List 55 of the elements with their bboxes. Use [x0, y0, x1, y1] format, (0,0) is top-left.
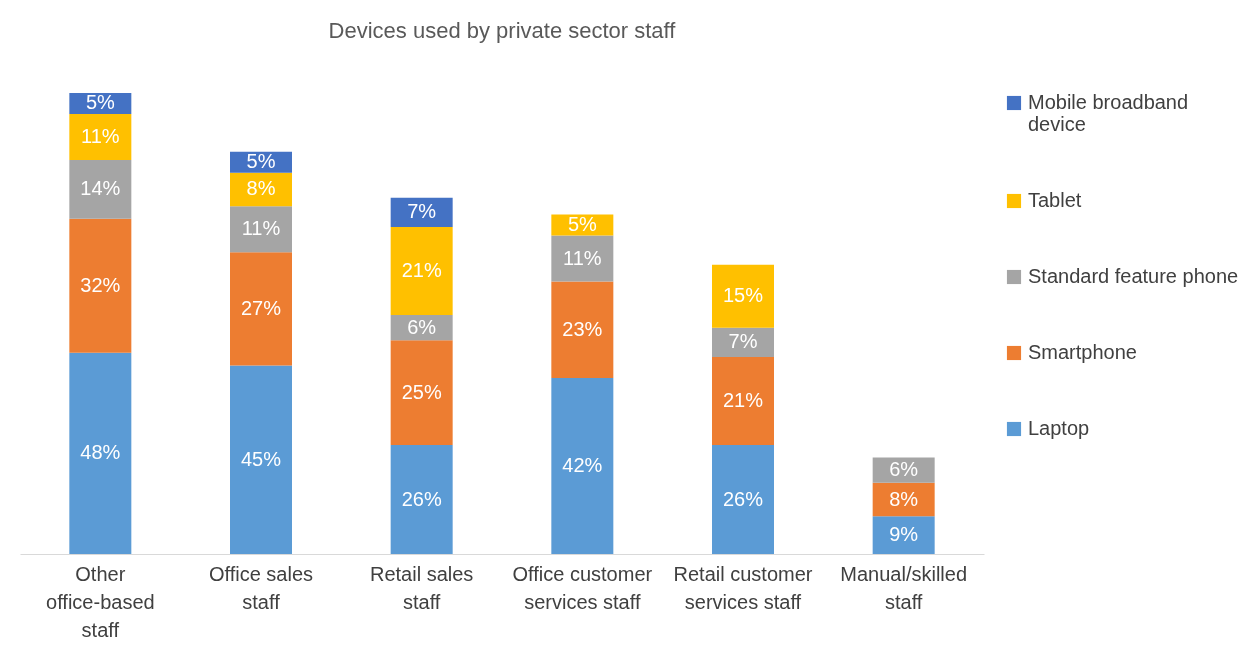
- data-label: 7%: [728, 330, 758, 353]
- data-label: 21%: [401, 259, 442, 282]
- data-label: 23%: [562, 317, 603, 340]
- bar: [390, 227, 453, 316]
- bar: [551, 377, 614, 554]
- x-tick-label: Manual/skilled staff: [840, 562, 968, 613]
- bar: [712, 445, 774, 554]
- x-tick-label: Other office-based staff: [46, 562, 155, 641]
- data-label: 26%: [401, 487, 442, 510]
- x-tick-label: Retail sales staff: [369, 562, 474, 613]
- data-label: 25%: [401, 380, 442, 403]
- bar: [551, 281, 614, 378]
- data-label: 26%: [722, 487, 764, 510]
- chart-title: Devices used by private sector staff: [328, 18, 677, 43]
- data-label: 5%: [85, 91, 115, 114]
- legend-label: Standard feature phone: [1028, 265, 1239, 287]
- bar: [69, 113, 132, 161]
- data-label: 8%: [246, 177, 276, 200]
- data-label: 5%: [246, 150, 276, 173]
- data-label: 6%: [889, 458, 919, 481]
- bar: [230, 252, 292, 366]
- bar: [230, 365, 292, 554]
- bar: [69, 352, 132, 554]
- data-label: 11%: [241, 217, 281, 240]
- data-label: 27%: [240, 296, 282, 319]
- bar: [69, 160, 132, 219]
- data-label: 42%: [562, 453, 603, 476]
- data-label: 32%: [80, 273, 121, 296]
- data-label: 11%: [81, 125, 120, 147]
- x-tick-label: Office sales staff: [208, 562, 314, 613]
- data-label: 45%: [240, 447, 282, 470]
- data-label: 8%: [889, 487, 919, 510]
- x-tick-label: Office customer services staff: [512, 562, 653, 613]
- data-label: 48%: [80, 441, 121, 464]
- legend-label: Tablet: [1028, 189, 1082, 211]
- bar: [551, 235, 614, 282]
- bar: [712, 357, 774, 446]
- data-label: 11%: [563, 246, 602, 269]
- bar: [69, 218, 132, 353]
- data-label: 6%: [407, 315, 437, 338]
- bar: [872, 516, 935, 554]
- data-label: 7%: [407, 200, 437, 223]
- legend-label: Smartphone: [1028, 341, 1137, 363]
- bar: [390, 445, 453, 554]
- legend-label: Mobile broadband device: [1028, 91, 1189, 135]
- bar: [390, 340, 453, 446]
- data-label: 5%: [567, 213, 597, 236]
- data-label: 21%: [722, 389, 764, 412]
- data-label: 15%: [722, 284, 764, 307]
- legend-label: Laptop: [1028, 417, 1090, 439]
- data-label: 14%: [80, 177, 121, 200]
- bar: [230, 206, 292, 253]
- bar: [712, 264, 774, 328]
- data-label: 9%: [889, 523, 919, 546]
- x-tick-label: Retail customer services staff: [673, 562, 813, 613]
